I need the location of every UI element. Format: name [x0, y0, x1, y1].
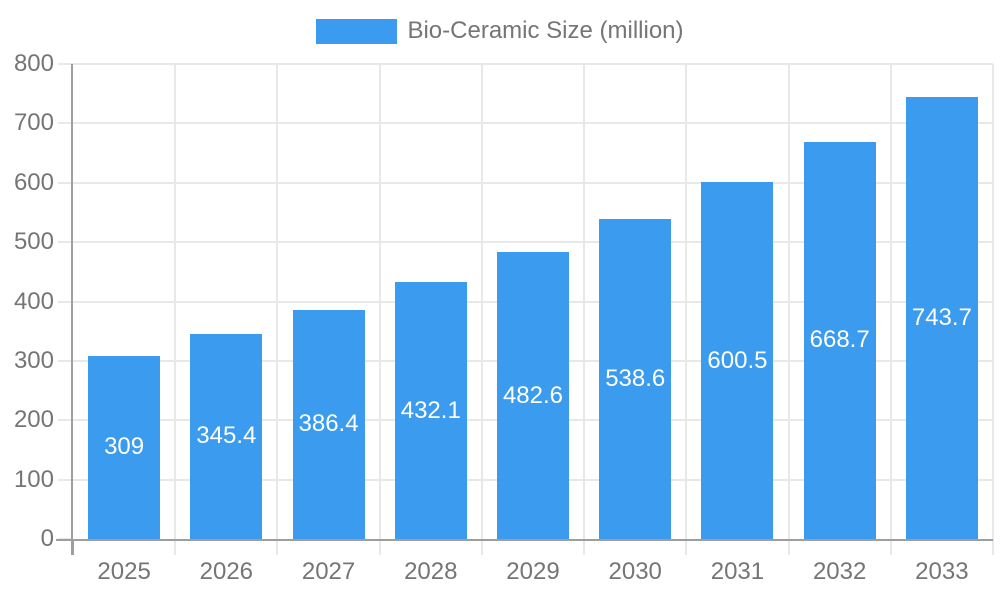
bar-value-label: 743.7 [911, 304, 972, 332]
y-axis-label: 800 [13, 50, 54, 77]
x-axis-label: 2026 [199, 558, 254, 585]
y-tick [58, 122, 73, 125]
x-axis-label: 2031 [710, 558, 765, 585]
bar-value-label: 309 [104, 433, 145, 461]
y-axis-label: 600 [13, 168, 54, 196]
y-axis-line [71, 64, 73, 555]
x-tick [992, 539, 994, 555]
plot-area: 0 100 200 300 400 500 600 700 800 309 2025 345.4 202… [14, 52, 994, 584]
bar-2025[interactable]: 309 [88, 355, 161, 539]
bar-value-label: 600.5 [707, 346, 768, 374]
x-gridline [787, 64, 790, 539]
y-tick [58, 359, 73, 362]
x-gridline [174, 64, 177, 539]
y-axis-label: 400 [13, 287, 54, 315]
x-tick [583, 539, 586, 555]
x-tick [889, 539, 892, 555]
y-axis-label: 100 [13, 465, 54, 493]
bar-2031[interactable]: 600.5 [701, 182, 774, 539]
y-axis-label: 300 [13, 346, 54, 374]
x-gridline [276, 64, 279, 539]
y-tick [58, 63, 73, 65]
y-axis-label: 0 [40, 525, 54, 552]
bar-2026[interactable]: 345.4 [190, 333, 263, 539]
legend-swatch [316, 18, 398, 44]
x-tick [378, 539, 381, 555]
x-gridline [378, 64, 381, 539]
bar-value-label: 432.1 [400, 396, 461, 424]
bar-value-label: 538.6 [605, 365, 666, 393]
y-tick [58, 181, 73, 184]
bar-2033[interactable]: 743.7 [905, 97, 978, 539]
x-gridline [685, 64, 688, 539]
bar-value-label: 386.4 [298, 410, 359, 438]
y-tick [58, 241, 73, 244]
x-tick [685, 539, 688, 555]
bar-2032[interactable]: 668.7 [803, 141, 876, 539]
x-axis-label: 2027 [301, 558, 356, 585]
y-tick [58, 478, 73, 481]
x-tick [174, 539, 177, 555]
x-gridline [583, 64, 586, 539]
x-axis-label: 2028 [404, 558, 458, 585]
x-gridline [992, 64, 994, 539]
x-gridline [889, 64, 892, 539]
x-gridline [480, 64, 483, 539]
y-axis-label: 700 [13, 109, 54, 137]
x-tick [276, 539, 279, 555]
bar-value-label: 668.7 [809, 326, 870, 354]
x-axis-label: 2033 [915, 558, 969, 585]
legend-label: Bio-Ceramic Size (million) [407, 17, 684, 44]
x-tick [480, 539, 483, 555]
bar-2027[interactable]: 386.4 [292, 309, 365, 539]
x-tick [787, 539, 790, 555]
y-tick [58, 419, 73, 422]
bar-value-label: 482.6 [502, 381, 564, 409]
y-gridline [73, 63, 993, 65]
x-axis-label: 2032 [812, 558, 867, 585]
bar-2028[interactable]: 432.1 [394, 282, 467, 539]
x-axis-label: 2030 [608, 558, 662, 585]
y-axis-label: 500 [13, 228, 54, 256]
bar-2029[interactable]: 482.6 [496, 252, 570, 539]
x-axis-line [56, 539, 993, 541]
bar-value-label: 345.4 [196, 422, 257, 450]
legend-item[interactable]: Bio-Ceramic Size (million) [0, 17, 1000, 45]
y-tick [58, 300, 73, 303]
y-gridline [73, 241, 993, 244]
x-axis-label: 2029 [506, 558, 560, 585]
y-axis-label: 200 [13, 406, 54, 434]
x-axis-label: 2025 [97, 558, 151, 585]
y-gridline [73, 122, 993, 125]
bar-2030[interactable]: 538.6 [599, 219, 672, 539]
y-gridline [73, 181, 993, 184]
x-tick [72, 539, 74, 555]
